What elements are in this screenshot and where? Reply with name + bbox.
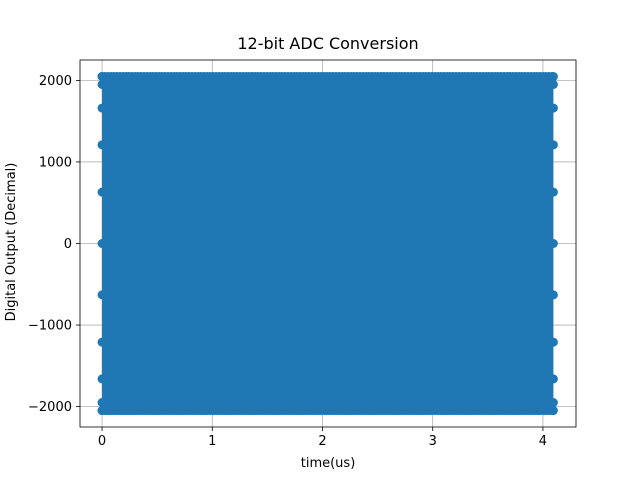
data-point (97, 374, 107, 384)
data-point (548, 337, 558, 347)
data-point (548, 72, 558, 82)
data-point (97, 79, 107, 89)
x-tick-label: 4 (539, 434, 547, 449)
data-point (97, 290, 107, 300)
data-point (97, 239, 107, 248)
data-point (548, 79, 558, 89)
y-axis-label: Digital Output (Decimal) (4, 163, 19, 322)
x-tick-label: 3 (429, 434, 437, 449)
y-tick-label: 0 (64, 237, 72, 252)
x-axis: 0 1 2 3 4 (98, 427, 547, 449)
data-point (548, 103, 558, 113)
data-point (97, 103, 107, 113)
data-band (102, 76, 554, 411)
data-point (548, 374, 558, 384)
data-point (548, 398, 558, 408)
data-point (548, 290, 558, 300)
chart-title: 12-bit ADC Conversion (237, 34, 418, 53)
data-point (548, 187, 558, 197)
data-point (97, 187, 107, 197)
x-tick-label: 2 (318, 434, 326, 449)
data-point (97, 72, 107, 82)
x-tick-label: 0 (98, 434, 106, 449)
y-tick-label: −2000 (28, 400, 72, 415)
plot-area (97, 72, 558, 416)
data-point (97, 406, 107, 416)
y-tick-label: 2000 (39, 74, 72, 89)
x-axis-label: time(us) (301, 456, 356, 471)
y-axis: −2000 −1000 0 1000 2000 (28, 74, 80, 415)
y-tick-label: −1000 (28, 319, 72, 334)
data-point (97, 398, 107, 408)
data-point (548, 406, 558, 416)
data-point (97, 337, 107, 347)
data-point (548, 239, 558, 248)
y-tick-label: 1000 (39, 155, 72, 170)
data-point (548, 140, 558, 150)
data-point (97, 140, 107, 150)
x-tick-label: 1 (208, 434, 216, 449)
